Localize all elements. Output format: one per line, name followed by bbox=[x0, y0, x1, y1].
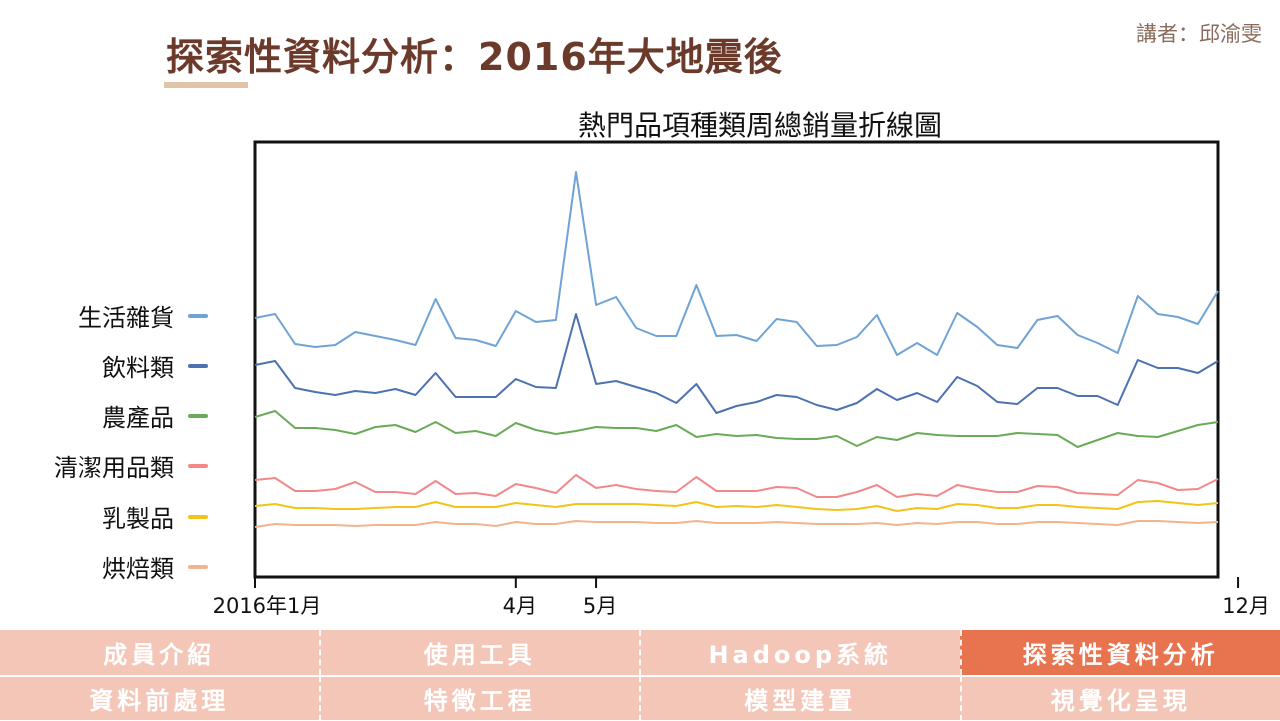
legend-label: 生活雜貨 bbox=[78, 298, 174, 333]
x-tick-label-2: 5月 bbox=[583, 590, 617, 620]
legend-swatch bbox=[188, 364, 208, 368]
nav-tab-row1-2[interactable]: Hadoop系統 bbox=[639, 630, 960, 675]
x-tick-layer bbox=[255, 577, 1238, 588]
legend-item: 烘焙類 bbox=[0, 549, 208, 584]
nav-tab-row2-3[interactable]: 視覺化呈現 bbox=[960, 676, 1280, 721]
legend-item: 乳製品 bbox=[0, 499, 208, 534]
legend-item: 生活雜貨 bbox=[0, 298, 208, 333]
legend-label: 清潔用品類 bbox=[54, 448, 174, 483]
nav-tab-row2-1[interactable]: 特徵工程 bbox=[319, 676, 640, 721]
nav-tab-row1-1[interactable]: 使用工具 bbox=[319, 630, 640, 675]
series-line-4 bbox=[255, 501, 1218, 511]
series-line-5 bbox=[255, 521, 1218, 527]
legend-item: 飲料類 bbox=[0, 348, 208, 383]
plot-frame bbox=[255, 142, 1218, 577]
x-tick-label-1: 4月 bbox=[503, 590, 537, 620]
nav-row-2: 資料前處理特徵工程模型建置視覺化呈現 bbox=[0, 676, 1280, 721]
series-layer bbox=[255, 172, 1218, 527]
series-line-3 bbox=[255, 475, 1218, 497]
x-tick-label-0: 2016年1月 bbox=[213, 590, 322, 620]
legend-label: 飲料類 bbox=[102, 348, 174, 383]
legend-swatch bbox=[188, 464, 208, 468]
legend-label: 烘焙類 bbox=[102, 549, 174, 584]
x-tick-label-3: 12月 bbox=[1222, 590, 1270, 620]
nav-tab-row2-2[interactable]: 模型建置 bbox=[639, 676, 960, 721]
nav-tab-row1-3[interactable]: 探索性資料分析 bbox=[960, 630, 1280, 675]
legend-label: 農產品 bbox=[102, 398, 174, 433]
legend-swatch bbox=[188, 414, 208, 418]
legend-swatch bbox=[188, 314, 208, 318]
legend-swatch bbox=[188, 515, 208, 519]
series-line-0 bbox=[255, 172, 1218, 355]
legend-item: 農產品 bbox=[0, 398, 208, 433]
nav-divider bbox=[0, 675, 1280, 677]
series-line-1 bbox=[255, 314, 1218, 413]
series-line-2 bbox=[255, 411, 1218, 447]
legend-item: 清潔用品類 bbox=[0, 448, 208, 483]
nav-tab-row2-0[interactable]: 資料前處理 bbox=[0, 676, 319, 721]
legend-label: 乳製品 bbox=[102, 499, 174, 534]
legend-swatch bbox=[188, 565, 208, 569]
nav-tab-row1-0[interactable]: 成員介紹 bbox=[0, 630, 319, 675]
